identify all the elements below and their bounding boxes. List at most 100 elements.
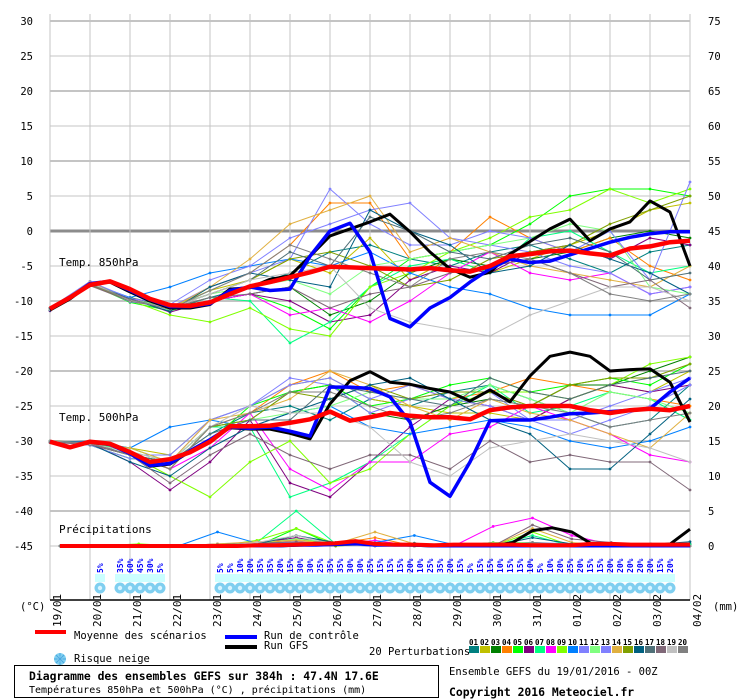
y-left-tick-label: -25: [14, 401, 33, 413]
t850-perturbation-6-line-point: [288, 299, 292, 303]
t850-perturbation-1-line-point: [368, 243, 372, 247]
t850-perturbation-17-line-point: [688, 271, 692, 275]
snow-band: [385, 574, 395, 582]
snow-band: [215, 574, 225, 582]
t850-perturbation-11-line-point: [408, 201, 412, 205]
t850-perturbation-13-line-point: [688, 180, 692, 184]
t850-perturbation-9-line-point: [248, 306, 252, 310]
snow-risk-pct: 20%: [666, 558, 675, 573]
t500-perturbation-9-line-point: [368, 467, 372, 471]
snow-band: [475, 574, 485, 582]
t500-perturbation-13-line-point: [328, 376, 332, 380]
t500-perturbation-19-line-point: [248, 404, 252, 408]
snow-band: [465, 574, 475, 582]
t500-perturbation-17-line-point: [568, 397, 572, 401]
t850-perturbation-12-line-point: [488, 243, 492, 247]
y-left-tick-label: 5: [27, 191, 33, 203]
perturbation-number: 10: [567, 638, 578, 647]
t500-perturbation-20-line-point: [368, 404, 372, 408]
t850-perturbation-19-line-point: [448, 327, 452, 331]
t500-perturbation-17-line-point: [528, 390, 532, 394]
y-right-tick-label: 10: [708, 471, 721, 483]
y-left-unit: (°C): [20, 601, 45, 613]
perturbation-number: 13: [600, 638, 611, 647]
snowflake-icon-center: [597, 585, 603, 591]
t850-perturbation-3-line-point: [648, 229, 652, 233]
legend-control-swatch: [225, 635, 257, 639]
x-date-label: 23/01: [211, 594, 224, 627]
t850-perturbation-10-line-point: [528, 306, 532, 310]
snow-band: [345, 574, 355, 582]
t850-perturbation-6-line-point: [648, 236, 652, 240]
t500-perturbation-16-line-point: [688, 397, 692, 401]
t500-perturbation-16-line-point: [168, 474, 172, 478]
t500-perturbation-20-line-point: [168, 467, 172, 471]
snowflake-icon-center: [267, 585, 273, 591]
t500-perturbation-16-line-point: [128, 460, 132, 464]
t850-perturbation-4-line-point: [328, 201, 332, 205]
perturbation-color-swatch: [601, 646, 611, 653]
perturbation-color-swatch: [513, 646, 523, 653]
snow-band: [485, 574, 495, 582]
label-t500: Temp. 500hPa: [59, 411, 138, 424]
t500-perturbation-8-line-point: [328, 488, 332, 492]
t500-perturbation-18-line-point: [608, 460, 612, 464]
t500-perturbation-16-line-point: [208, 446, 212, 450]
precip-perturbation-7-line-point: [531, 534, 534, 537]
t500-perturbation-10-line-point: [408, 432, 412, 436]
y-right-tick-label: 75: [708, 16, 721, 28]
snow-band: [555, 574, 565, 582]
snow-band: [655, 574, 665, 582]
snow-risk-pct: 15%: [456, 558, 465, 573]
t500-perturbation-18-line-point: [528, 460, 532, 464]
t500-perturbation-10-line-point: [688, 425, 692, 429]
t500-perturbation-16-line-point: [648, 432, 652, 436]
t500-perturbation-1-line-point: [328, 418, 332, 422]
t850-perturbation-20-line-point: [528, 257, 532, 261]
snow-risk-pct: 10%: [416, 558, 425, 573]
perturbation-color-swatch: [579, 646, 589, 653]
t850-perturbation-10-line-point: [568, 313, 572, 317]
y-left-tick-label: -45: [14, 541, 33, 553]
t500-perturbation-17-line-point: [208, 432, 212, 436]
t500-perturbation-20-line-point: [288, 390, 292, 394]
snow-risk-pct: 20%: [646, 558, 655, 573]
t850-perturbation-5-line-point: [528, 222, 532, 226]
snowflake-icon-center: [467, 585, 473, 591]
t850-perturbation-11-line-point: [688, 285, 692, 289]
t850-perturbation-10-line-point: [448, 285, 452, 289]
t850-perturbation-17-line-point: [608, 250, 612, 254]
t850-perturbation-5-line-point: [568, 194, 572, 198]
t500-perturbation-18-line-point: [648, 460, 652, 464]
t500-perturbation-8-line-point: [648, 453, 652, 457]
label-precip: Précipitations: [59, 523, 152, 536]
t850-perturbation-11-line-point: [568, 264, 572, 268]
t850-perturbation-4-line-point: [608, 236, 612, 240]
t850-perturbation-17-line-point: [448, 250, 452, 254]
snowflake-icon-center: [337, 585, 343, 591]
snow-band: [665, 574, 675, 582]
t850-perturbation-4-line-point: [488, 215, 492, 219]
snow-band: [435, 574, 445, 582]
t500-perturbation-9-line-point: [328, 481, 332, 485]
precip-perturbation-19-line-point: [255, 541, 259, 544]
t850-perturbation-16-line-point: [368, 208, 372, 212]
t850-perturbation-15-line-point: [288, 257, 292, 261]
x-date-label: 02/02: [611, 594, 624, 627]
t850-perturbation-13-line-point: [528, 236, 532, 240]
t850-perturbation-9-line-point: [328, 334, 332, 338]
snow-risk-pct: 35%: [256, 558, 265, 573]
t500-perturbation-8-line-point: [488, 425, 492, 429]
snow-risk-pct: 25%: [366, 558, 375, 573]
perturbation-color-swatch: [557, 646, 567, 653]
t500-perturbation-18-line-point: [568, 453, 572, 457]
snow-band: [415, 574, 425, 582]
t500-perturbation-17-line-point: [248, 418, 252, 422]
t850-perturbation-19-line-point: [488, 334, 492, 338]
t500-perturbation-18-line-point: [248, 432, 252, 436]
t500-perturbation-19-line-point: [608, 439, 612, 443]
t850-perturbation-20-line-point: [488, 250, 492, 254]
t500-perturbation-19-line-point: [688, 460, 692, 464]
x-date-label: 31/01: [531, 594, 544, 627]
